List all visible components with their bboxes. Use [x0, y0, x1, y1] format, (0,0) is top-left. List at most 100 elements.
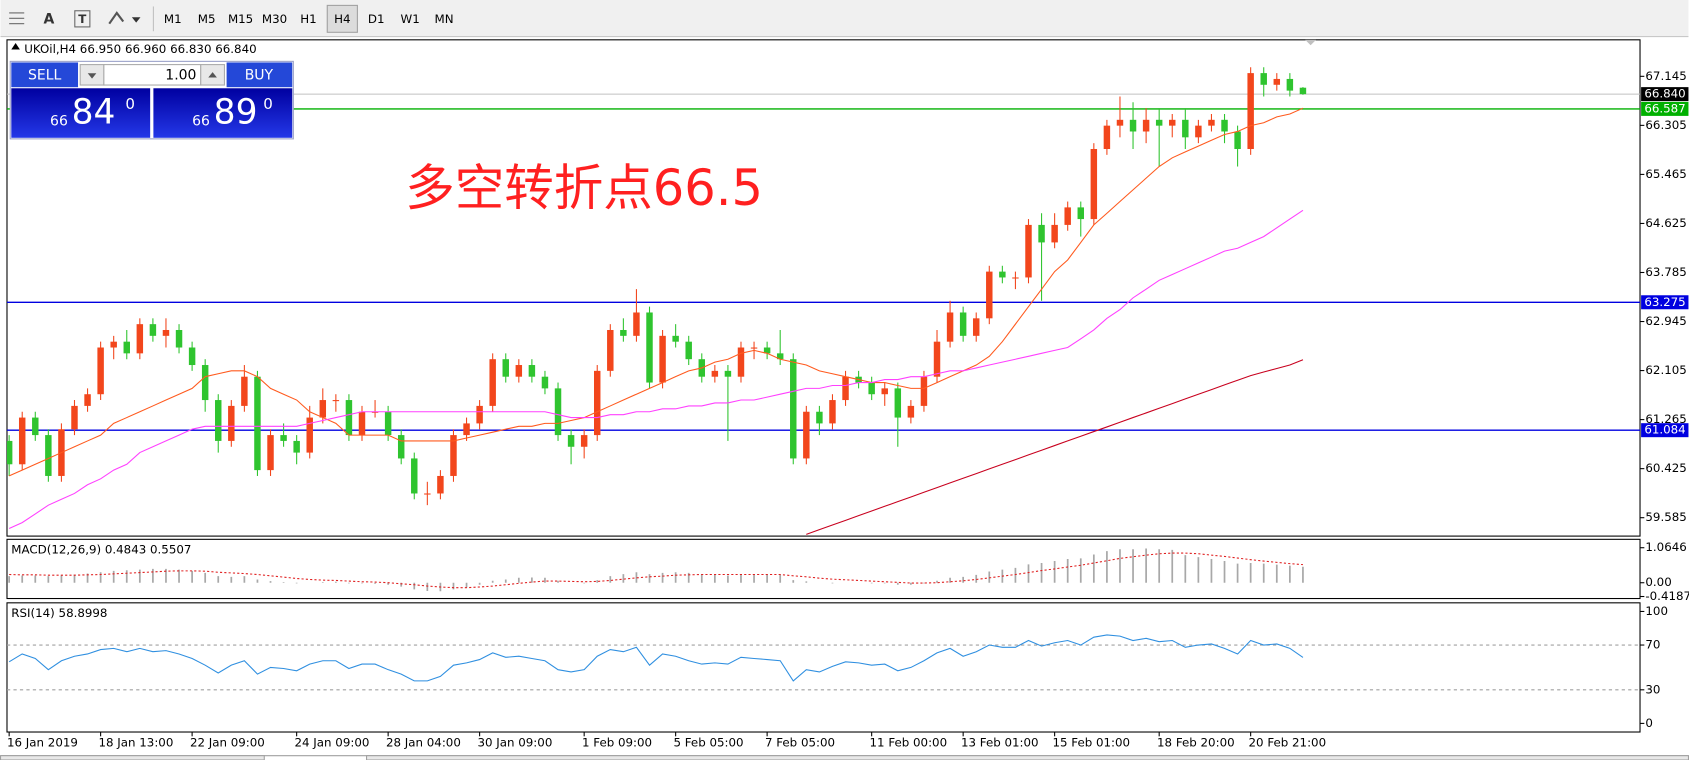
- candle-body: [659, 335, 666, 383]
- candle-body: [816, 411, 823, 424]
- candle-body: [411, 458, 418, 494]
- sell-label[interactable]: SELL: [28, 67, 62, 83]
- y-tick-label: -0.4187: [1645, 589, 1689, 603]
- level-label: 61.084: [1644, 423, 1685, 437]
- sell-button[interactable]: [11, 62, 79, 88]
- macd-signal: [9, 552, 1304, 589]
- candle-body: [123, 341, 130, 354]
- candle-body: [528, 365, 536, 377]
- level-label-bg: [1641, 101, 1689, 116]
- timeframe-button[interactable]: D1: [368, 12, 385, 26]
- y-tick-label: 59.585: [1645, 510, 1686, 524]
- candle-body: [1077, 207, 1084, 220]
- tab[interactable]: [0, 755, 265, 760]
- lot-value[interactable]: 1.00: [165, 67, 196, 83]
- buy-price-pips: 89: [214, 93, 258, 133]
- x-tick-label: 28 Jan 04:00: [386, 735, 461, 749]
- candle-body: [1234, 131, 1241, 150]
- y-tick-label: 1.0646: [1645, 540, 1686, 554]
- x-tick-label: 18 Feb 20:00: [1157, 735, 1235, 749]
- buy-label[interactable]: BUY: [245, 67, 274, 83]
- candle-body: [267, 435, 274, 471]
- lot-down-icon: [87, 73, 97, 79]
- candle-body: [71, 405, 78, 430]
- candle-body: [633, 312, 640, 336]
- x-tick-label: 22 Jan 09:00: [190, 735, 265, 749]
- timeframe-button[interactable]: M1: [164, 12, 182, 26]
- candle-body: [502, 359, 509, 377]
- candle-body: [149, 324, 157, 336]
- candle-body: [1129, 119, 1137, 132]
- candle-body: [1286, 78, 1294, 91]
- candle-body: [737, 347, 745, 377]
- sell-price-box[interactable]: [11, 88, 151, 138]
- candle-body: [580, 435, 588, 447]
- timeframe-button[interactable]: H4: [334, 12, 350, 26]
- macd-frame: [6, 538, 1641, 600]
- timeframe-button[interactable]: M30: [262, 12, 287, 26]
- candle-body: [959, 312, 967, 336]
- timeframe-button[interactable]: H1: [300, 12, 316, 26]
- candle-body: [567, 435, 575, 447]
- candle-body: [476, 405, 483, 424]
- buy-price-box[interactable]: [153, 88, 293, 138]
- candle-body: [97, 347, 104, 395]
- x-tick-label: 11 Feb 00:00: [870, 735, 948, 749]
- candle-body: [881, 388, 888, 395]
- candle-body: [1038, 224, 1045, 243]
- x-tick-label: 1 Feb 09:00: [582, 735, 652, 749]
- candle-body: [999, 271, 1006, 278]
- tool-label[interactable]: T: [78, 12, 86, 26]
- buy-price-big: 66: [192, 114, 210, 130]
- timeframe-button[interactable]: M15: [228, 12, 253, 26]
- x-tick-label: 15 Feb 01:00: [1052, 735, 1130, 749]
- candle-body: [986, 271, 993, 319]
- candle-body: [1025, 224, 1032, 278]
- y-tick-label: 62.945: [1645, 314, 1686, 328]
- tab[interactable]: [366, 755, 1689, 760]
- shift-marker: [1305, 39, 1317, 46]
- x-tick-label: 30 Jan 09:00: [477, 735, 552, 749]
- candle-body: [463, 423, 470, 436]
- candle-body: [672, 335, 679, 342]
- x-tick-label: 18 Jan 13:00: [98, 735, 173, 749]
- candle-body: [541, 376, 549, 389]
- candle-body: [1169, 119, 1176, 126]
- y-tick-label: 66.305: [1645, 118, 1686, 132]
- candle-body: [45, 435, 52, 476]
- tool-text[interactable]: A: [44, 11, 55, 27]
- candle-body: [332, 400, 340, 402]
- candle-body: [188, 347, 196, 366]
- candle-body: [201, 365, 209, 401]
- candle-body: [594, 370, 601, 436]
- candle-body: [306, 417, 313, 453]
- rsi-frame: [6, 602, 1641, 733]
- candle-body: [1221, 119, 1228, 132]
- tool-objects[interactable]: [108, 11, 141, 25]
- candle-body: [1299, 87, 1307, 95]
- sell-price-point: 0: [125, 95, 135, 113]
- toolbar-icon[interactable]: [9, 12, 25, 25]
- candle-body: [319, 400, 327, 418]
- level-label: 66.587: [1644, 101, 1685, 115]
- candle-body: [254, 376, 261, 471]
- candle-body: [946, 312, 954, 342]
- moving-average: [8, 209, 1304, 529]
- candle-body: [293, 440, 300, 453]
- y-tick-label: 100: [1645, 604, 1668, 618]
- timeframe-button[interactable]: MN: [435, 12, 454, 26]
- timeframe-button[interactable]: M5: [198, 12, 216, 26]
- rsi-title: RSI(14) 58.8998: [11, 606, 107, 620]
- candle-body: [803, 411, 810, 459]
- timeframe-active: [326, 4, 358, 33]
- buy-button[interactable]: [226, 62, 293, 88]
- candle-body: [933, 341, 941, 377]
- y-tick-label: 0.00: [1645, 575, 1671, 589]
- candle-body: [1273, 78, 1281, 85]
- x-tick-label: 16 Jan 2019: [7, 735, 78, 749]
- moving-average: [806, 359, 1304, 535]
- candle-body: [1208, 119, 1215, 126]
- y-tick-label: 60.425: [1645, 461, 1686, 475]
- timeframe-button[interactable]: W1: [401, 12, 420, 26]
